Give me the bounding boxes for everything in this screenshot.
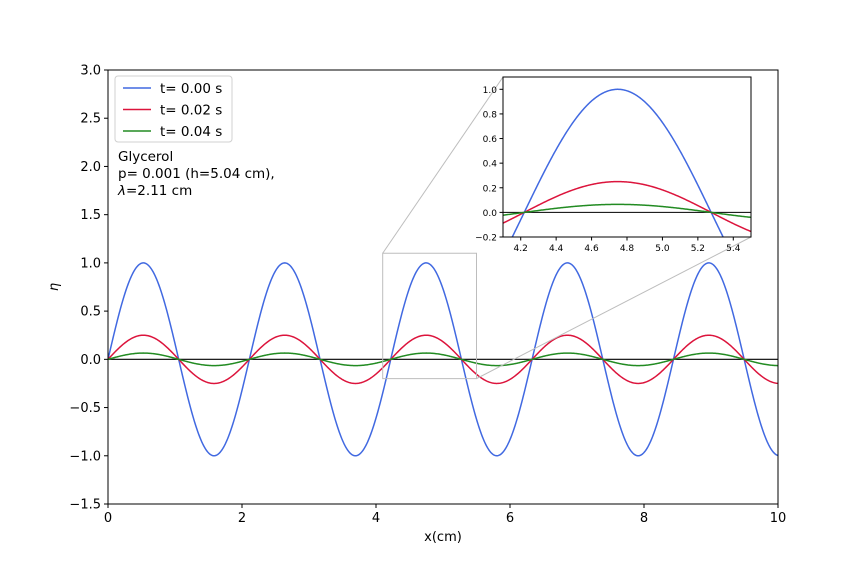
- y-tick-label: −1.0: [69, 449, 101, 464]
- y-tick-label: 1.0: [80, 256, 101, 271]
- y-axis-label: η: [47, 283, 62, 291]
- series-line-1: [108, 334, 778, 385]
- x-tick-label: 10: [770, 511, 787, 526]
- y-tick-label: 3.0: [80, 64, 101, 79]
- inset-y-tick-label: 0.2: [483, 184, 497, 194]
- x-tick-label: 6: [506, 511, 514, 526]
- annotation-line-0: Glycerol: [118, 149, 173, 165]
- inset-series-line-0: [511, 88, 724, 237]
- x-tick-label: 4: [372, 511, 380, 526]
- legend-box: [114, 75, 233, 143]
- legend-label-2: t= 0.04 s: [160, 124, 222, 140]
- main-axes-frame: [107, 69, 779, 505]
- series-line-0: [108, 262, 778, 457]
- inset-y-tick-label: 0.8: [483, 110, 498, 120]
- x-axis-label: x(cm): [424, 530, 462, 545]
- inset-x-tick-label: 5.2: [691, 244, 705, 254]
- y-tick-label: 2.0: [80, 160, 101, 175]
- lambda-symbol: λ: [117, 183, 126, 199]
- legend-label-0: t= 0.00 s: [160, 81, 222, 97]
- inset-x-tick-label: 5.0: [655, 244, 670, 254]
- y-tick-label: 0.0: [80, 353, 101, 368]
- annotation-line-2: λ=2.11 cm: [117, 183, 192, 199]
- lambda-value: =2.11 cm: [126, 183, 192, 199]
- inset-x-tick-label: 4.4: [549, 244, 564, 254]
- inset-x-tick-label: 5.4: [726, 244, 741, 254]
- y-tick-label: −1.5: [69, 498, 101, 513]
- x-tick-label: 2: [238, 511, 246, 526]
- y-tick-label: −0.5: [69, 401, 101, 416]
- series-line-2: [108, 352, 778, 367]
- zoom-connector-top: [382, 76, 504, 254]
- inset-y-tick-label: −0.2: [475, 234, 497, 244]
- x-tick-label: 8: [640, 511, 648, 526]
- inset-y-tick-label: 1.0: [483, 86, 498, 96]
- annotation-line-1: p= 0.001 (h=5.04 cm),: [118, 166, 275, 182]
- inset-y-tick-label: 0.4: [483, 160, 498, 170]
- y-tick-label: 0.5: [80, 305, 101, 320]
- x-tick-label: 0: [104, 511, 112, 526]
- zoom-region-box: [382, 252, 478, 380]
- inset-y-tick-label: 0.0: [483, 209, 498, 219]
- inset-series-line-2: [503, 203, 751, 219]
- main-plot-area: [108, 262, 778, 457]
- y-tick-label: 2.5: [80, 112, 101, 127]
- legend-label-1: t= 0.02 s: [160, 103, 222, 119]
- inset-x-tick-label: 4.8: [620, 244, 635, 254]
- inset-plot-area: [503, 88, 751, 237]
- inset-x-tick-label: 4.6: [584, 244, 599, 254]
- zoom-connector-bottom: [476, 236, 752, 380]
- inset-x-tick-label: 4.2: [514, 244, 528, 254]
- legend: t= 0.00 s t= 0.02 s t= 0.04 s: [114, 75, 233, 143]
- y-tick-label: 1.5: [80, 208, 101, 223]
- inset-y-tick-label: 0.6: [483, 135, 498, 145]
